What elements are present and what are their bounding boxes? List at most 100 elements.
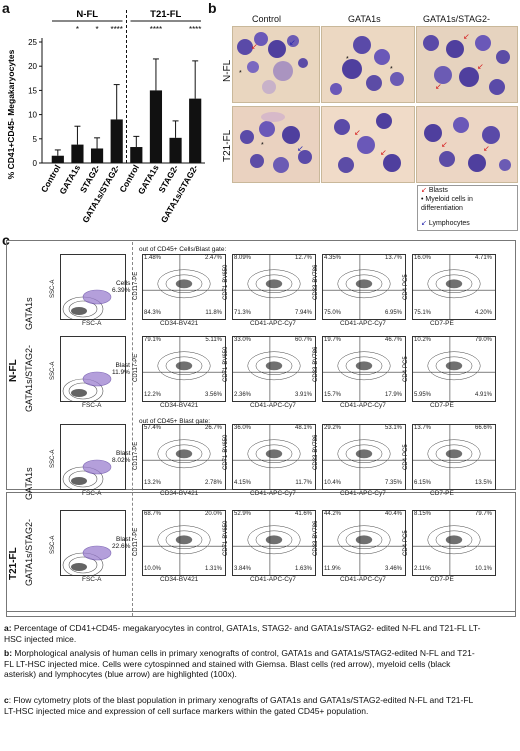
quadrant-percentage: 1.31% — [204, 566, 222, 572]
plot-y-label: CD117-PE — [133, 527, 139, 556]
micrograph-cells: ↙↙ — [334, 113, 401, 173]
plot-x-label: CD41-APC-Cy7 — [340, 320, 386, 327]
quadrant-percentage: 12.2% — [144, 392, 162, 398]
facs-row-label: GATA1s — [24, 297, 34, 330]
svg-text:*: * — [239, 70, 242, 77]
legend-item-blasts: ↙ Blasts — [421, 187, 448, 194]
quadrant-percentage: 2.36% — [234, 392, 252, 398]
quadrant-percentage: 41.6% — [294, 511, 312, 517]
plot-y-label: CD4-PC5 — [403, 274, 409, 300]
quadrant-percentage: 3.56% — [204, 392, 222, 398]
plot-x-label: CD41-APC-Cy7 — [340, 576, 386, 583]
significance-marker: **** — [110, 25, 122, 34]
facs-scatter-plot — [60, 254, 126, 320]
quadrant-percentage: 26.7% — [204, 425, 222, 431]
plot-x-label: CD34-BV421 — [160, 490, 199, 497]
quadrant-percentage: 4.35% — [324, 255, 342, 261]
y-axis-label: % CD41+CD45- Megakaryocytes — [6, 49, 16, 179]
quadrant-percentage: 8.15% — [414, 511, 432, 517]
quadrant-percentage: 19.7% — [324, 337, 342, 343]
quadrant-percentage: 20.0% — [204, 511, 222, 517]
significance-marker: * — [96, 25, 99, 34]
quadrant-percentage: 8.09% — [234, 255, 252, 261]
facs-row-label: GATA1s — [24, 467, 34, 500]
gate-label: Cells 6.39% — [112, 280, 131, 294]
col-header-control: Control — [252, 14, 282, 24]
quadrant-percentage: 17.9% — [384, 392, 402, 398]
facs-scatter-plot — [60, 336, 126, 402]
micrograph-cells: ↙ ↙ * — [237, 32, 308, 94]
quadrant-percentage: 10.0% — [144, 566, 162, 572]
facs-quadrant-plot — [322, 510, 406, 576]
svg-text:↙: ↙ — [297, 144, 304, 153]
bar — [90, 148, 104, 163]
plot-y-label: CD33-BV786 — [313, 346, 319, 382]
quadrant-percentage: 52.9% — [234, 511, 252, 517]
quadrant-percentage: 3.46% — [384, 566, 402, 572]
svg-text:↙: ↙ — [251, 42, 258, 51]
plot-x-label: CD41-APC-Cy7 — [250, 320, 296, 327]
quadrant-percentage: 1.48% — [144, 255, 162, 261]
plot-y-label: CD117-PE — [133, 271, 139, 300]
y-tick-label: 5 — [33, 135, 38, 144]
micrograph-nfl-control: ↙ ↙ * — [232, 26, 320, 103]
facs-quadrant-plot — [142, 510, 226, 576]
facs-quadrant-plot — [232, 254, 316, 320]
plot-y-label: CD33-BV786 — [313, 520, 319, 556]
quadrant-percentage: 12.7% — [294, 255, 312, 261]
scatter-x-label: FSC-A — [82, 490, 102, 497]
gate-note-1: out of CD45+ Cells/Blast gate: — [139, 246, 227, 253]
quadrant-percentage: 5.11% — [205, 337, 222, 343]
facs-quadrant-plot — [142, 254, 226, 320]
bar — [110, 119, 123, 163]
plot-y-label: CD4-PC5 — [403, 444, 409, 470]
svg-text:↙: ↙ — [289, 38, 296, 47]
svg-text:↙: ↙ — [483, 144, 490, 153]
plot-x-label: CD7-PE — [430, 490, 454, 497]
scatter-y-label: SSC-A — [50, 535, 56, 554]
svg-text:*: * — [390, 66, 393, 73]
quadrant-percentage: 2.78% — [204, 480, 222, 486]
group-header: T21-FL — [150, 9, 181, 20]
quadrant-percentage: 68.7% — [144, 511, 162, 517]
quadrant-percentage: 53.1% — [384, 425, 402, 431]
svg-text:↙: ↙ — [463, 32, 470, 41]
quadrant-percentage: 10.2% — [414, 337, 432, 343]
legend-b: ↙ Blasts • Myeloid cells in differentiat… — [417, 185, 518, 231]
bar — [149, 90, 163, 163]
quadrant-percentage: 7.35% — [384, 480, 402, 486]
quadrant-percentage: 79.7% — [474, 511, 492, 517]
col-header-gata1s-stag2: GATA1s/STAG2- — [423, 14, 491, 24]
scatter-y-label: SSC-A — [50, 449, 56, 468]
facs-scatter-plot — [60, 510, 126, 576]
gate-divider — [132, 242, 133, 616]
quadrant-percentage: 79.0% — [474, 337, 492, 343]
facs-quadrant-plot — [142, 424, 226, 490]
quadrant-percentage: 10.1% — [474, 566, 492, 572]
quadrant-percentage: 4.91% — [474, 392, 492, 398]
bar — [51, 155, 64, 163]
quadrant-percentage: 2.11% — [414, 566, 431, 572]
panel-label-b: b — [208, 0, 217, 16]
quadrant-percentage: 1.63% — [294, 566, 312, 572]
scatter-x-label: FSC-A — [82, 320, 102, 327]
gate-note-2: out of CD45+ Blast gate: — [139, 418, 211, 425]
facs-quadrant-plot — [232, 336, 316, 402]
quadrant-percentage: 44.2% — [324, 511, 342, 517]
quadrant-percentage: 48.1% — [294, 425, 312, 431]
facs-quadrant-plot — [142, 336, 226, 402]
plot-x-label: CD41-APC-Cy7 — [250, 576, 296, 583]
gate-label: Blast 8.02% — [112, 450, 131, 464]
quadrant-percentage: 13.7% — [384, 255, 402, 261]
quadrant-percentage: 7.94% — [294, 310, 312, 316]
plot-y-label: CD117-PE — [133, 353, 139, 382]
plot-x-label: CD34-BV421 — [160, 402, 199, 409]
micrograph-cells: ** — [330, 36, 404, 95]
micrograph-cells: ↙ ↙ ↙ — [423, 32, 510, 95]
blue-arrow-icon: ↙ — [421, 220, 427, 227]
svg-text:↙: ↙ — [441, 140, 448, 149]
quadrant-percentage: 11.9% — [324, 566, 341, 572]
quadrant-percentage: 11.7% — [295, 480, 312, 486]
plot-y-label: CD4-PC5 — [403, 356, 409, 382]
